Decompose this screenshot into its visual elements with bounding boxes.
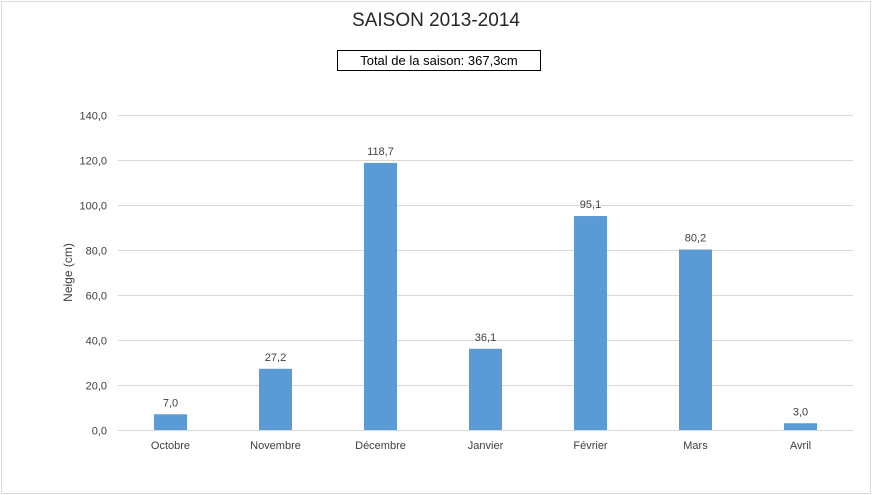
y-tick-label: 20,0 (86, 381, 107, 393)
x-axis-ticks: Octobre Novembre Décembre Janvier Février Mar… (151, 440, 811, 452)
x-tick-label: Novembre (250, 440, 301, 452)
data-label: 3,0 (793, 406, 808, 418)
x-tick-label: Avril (790, 440, 811, 452)
x-tick-label: Janvier (468, 440, 504, 452)
season-total-box: Total de la saison: 367,3cm (337, 50, 541, 71)
bar (364, 162, 397, 431)
bars (154, 162, 817, 431)
y-tick-label: 0,0 (92, 426, 107, 438)
y-tick-label: 80,0 (86, 246, 107, 258)
y-axis-ticks: 0,0 20,0 40,0 60,0 80,0 100,0 120,0 140,0 (79, 111, 107, 438)
bar (469, 348, 502, 430)
x-tick-label: Février (573, 440, 608, 452)
bar (154, 414, 187, 430)
y-tick-label: 120,0 (79, 156, 107, 168)
data-label: 7,0 (163, 397, 178, 409)
x-tick-label: Décembre (355, 440, 406, 452)
data-label: 95,1 (580, 199, 601, 211)
x-tick-label: Octobre (151, 440, 190, 452)
y-tick-label: 60,0 (86, 291, 107, 303)
bar (574, 216, 607, 430)
data-label: 36,1 (475, 332, 496, 344)
y-tick-label: 100,0 (79, 201, 107, 213)
bar (679, 249, 712, 430)
data-label: 27,2 (265, 352, 286, 364)
y-tick-label: 40,0 (86, 336, 107, 348)
data-label: 80,2 (685, 233, 706, 245)
chart-title: SAISON 2013-2014 (352, 10, 520, 31)
bar (259, 368, 292, 430)
gridlines (118, 115, 853, 386)
data-label: 118,7 (367, 146, 394, 158)
bar (784, 423, 817, 430)
y-axis-label: Neige (cm) (61, 243, 75, 302)
data-labels: 7,0 27,2 118,7 36,1 95,1 80,2 3,0 (163, 146, 808, 418)
y-tick-label: 140,0 (79, 111, 107, 123)
x-tick-label: Mars (683, 440, 708, 452)
